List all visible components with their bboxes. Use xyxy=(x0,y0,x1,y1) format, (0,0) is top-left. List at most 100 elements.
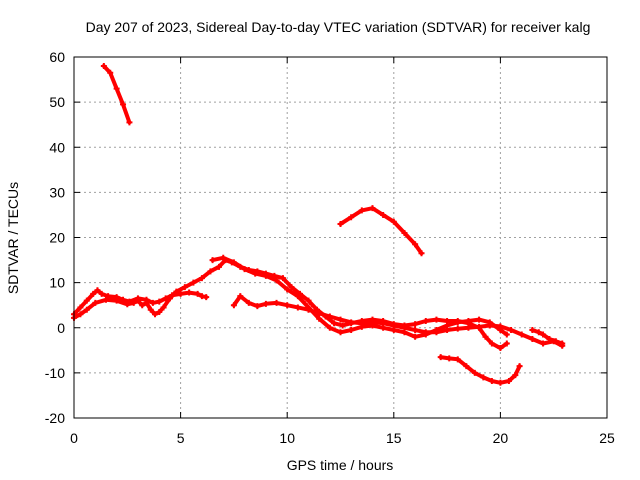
data-point xyxy=(203,294,210,301)
y-axis-label: SDTVAR / TECUs xyxy=(5,182,21,294)
data-point xyxy=(181,284,188,291)
data-point xyxy=(77,304,84,311)
data-point xyxy=(503,331,510,338)
data-point xyxy=(126,119,133,126)
data-point xyxy=(471,369,478,376)
data-point xyxy=(149,299,156,306)
x-tick-label: 15 xyxy=(386,430,402,446)
chart-title: Day 207 of 2023, Sidereal Day-to-day VTE… xyxy=(86,19,591,35)
data-point xyxy=(102,296,109,303)
data-point xyxy=(147,306,154,313)
data-point xyxy=(113,297,120,304)
data-point xyxy=(156,308,163,315)
data-point xyxy=(230,259,237,266)
data-point xyxy=(337,316,344,323)
y-tick-label: 20 xyxy=(49,230,65,246)
data-point xyxy=(173,288,180,295)
data-point xyxy=(77,311,84,318)
data-point xyxy=(518,331,525,338)
data-point xyxy=(294,293,301,300)
data-point xyxy=(94,287,101,294)
data-point xyxy=(380,211,387,218)
data-point xyxy=(107,69,114,76)
data-point xyxy=(245,299,252,306)
data-point xyxy=(186,289,193,296)
axis-ticks: 0 5 10 15 20 25 -20 -10 0 10 20 30 40 50 60 xyxy=(45,49,615,446)
data-point xyxy=(463,363,470,370)
data-point xyxy=(198,275,205,282)
data-point xyxy=(337,220,344,227)
data-point xyxy=(241,266,248,273)
data-point xyxy=(488,377,495,384)
data-point xyxy=(207,268,214,275)
data-point xyxy=(369,205,376,212)
data-point xyxy=(497,323,504,330)
data-point xyxy=(482,333,489,340)
data-point xyxy=(465,317,472,324)
data-point xyxy=(254,303,261,310)
data-point xyxy=(412,321,419,328)
series-trace-3 xyxy=(100,63,133,126)
data-point xyxy=(505,377,512,384)
data-series-group xyxy=(71,63,566,386)
data-point xyxy=(209,257,216,264)
data-point xyxy=(552,338,559,345)
data-point xyxy=(390,218,397,225)
data-point xyxy=(273,277,280,284)
data-point xyxy=(444,327,451,334)
data-point xyxy=(433,316,440,323)
x-tick-label: 20 xyxy=(493,430,509,446)
series-trace-8 xyxy=(529,327,566,347)
data-point xyxy=(143,299,150,306)
data-point xyxy=(152,311,159,318)
data-point xyxy=(113,85,120,92)
data-point xyxy=(348,319,355,326)
data-point xyxy=(454,319,461,326)
data-point xyxy=(535,329,542,336)
data-point xyxy=(326,324,333,331)
data-point xyxy=(139,302,146,309)
data-point xyxy=(177,290,184,297)
data-point xyxy=(529,336,536,343)
data-point xyxy=(262,300,269,307)
data-point xyxy=(503,340,510,347)
data-point xyxy=(316,310,323,317)
data-point xyxy=(497,345,504,352)
data-point xyxy=(540,331,547,338)
data-point xyxy=(380,320,387,327)
data-point xyxy=(237,293,244,300)
y-tick-label: 60 xyxy=(49,49,65,65)
data-point xyxy=(273,299,280,306)
data-point xyxy=(422,329,429,336)
x-tick-label: 10 xyxy=(279,430,295,446)
data-point xyxy=(369,319,376,326)
data-point xyxy=(337,329,344,336)
data-point xyxy=(190,279,197,286)
data-point xyxy=(486,322,493,329)
y-tick-label: 50 xyxy=(49,94,65,110)
data-point xyxy=(358,320,365,327)
grid xyxy=(74,57,607,418)
data-point xyxy=(305,306,312,313)
data-point xyxy=(412,333,419,340)
y-tick-label: 10 xyxy=(49,275,65,291)
data-point xyxy=(83,306,90,313)
data-point xyxy=(90,290,97,297)
data-point xyxy=(446,355,453,362)
data-point xyxy=(465,324,472,331)
data-point xyxy=(305,297,312,304)
data-point xyxy=(412,241,419,248)
data-point xyxy=(390,322,397,329)
y-tick-label: 30 xyxy=(49,184,65,200)
data-point xyxy=(348,327,355,334)
data-point xyxy=(401,229,408,236)
data-point xyxy=(546,336,553,343)
data-point xyxy=(120,101,127,108)
data-point xyxy=(83,297,90,304)
x-tick-label: 5 xyxy=(177,430,185,446)
data-point xyxy=(134,297,141,304)
data-point xyxy=(252,270,259,277)
data-point xyxy=(358,207,365,214)
data-point xyxy=(284,302,291,309)
